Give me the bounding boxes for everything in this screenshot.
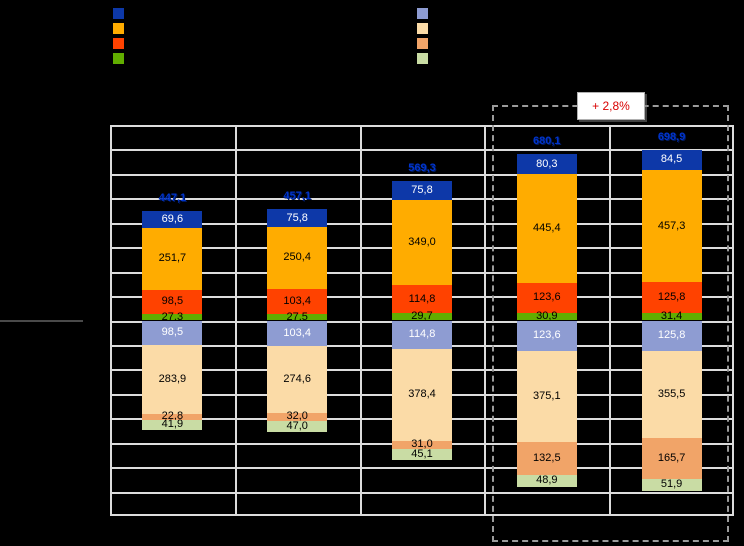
gridline-vertical — [110, 125, 112, 516]
bar-segment-peach: 378,4 — [392, 348, 452, 442]
bar-segment-dark-blue: 84,5 — [641, 149, 702, 171]
bar-segment-amber: 251,7 — [142, 228, 203, 290]
gridline-horizontal — [110, 514, 734, 516]
gridline-horizontal — [110, 125, 734, 127]
legend-swatch-periwinkle — [417, 8, 428, 19]
gridline-vertical — [359, 125, 362, 516]
bar-segment-light-green: 48,9 — [516, 475, 577, 487]
bar-total-label: 680,1 — [533, 135, 561, 148]
bar-segment-periwinkle: 125,8 — [641, 320, 702, 352]
plot-area: 447,1 69,6 251,7 98,5 27,3 98,5 283,9 22,8 41,9 4… — [110, 125, 734, 516]
bar-segment-green: 30,9 — [516, 311, 577, 321]
bar-segment-amber: 349,0 — [392, 199, 452, 286]
bar-segment-light-green: 51,9 — [641, 478, 702, 492]
bar-total-label: 447,1 — [158, 192, 187, 205]
bar-segment-amber: 445,4 — [516, 173, 577, 283]
bar-segment-salmon: 31,0 — [392, 439, 452, 449]
bar-segment-green: 29,7 — [392, 311, 452, 322]
bar-segment-green: 27,3 — [142, 311, 203, 322]
growth-annotation-box: + 2,8% — [577, 92, 645, 120]
legend-swatch-green — [113, 53, 124, 64]
bar-segment-periwinkle: 103,4 — [267, 320, 328, 346]
zero-axis-leader-line — [0, 320, 83, 322]
bar-segment-peach: 274,6 — [267, 345, 328, 413]
legend-swatch-dark-blue — [113, 8, 124, 19]
bar-segment-orange-red: 125,8 — [641, 282, 702, 313]
bar-segment-orange-red: 98,5 — [142, 289, 203, 314]
bar-segment-orange-red: 123,6 — [516, 282, 577, 313]
bar-segment-dark-blue: 75,8 — [267, 208, 328, 228]
legend-swatch-salmon — [417, 38, 428, 49]
bar-total-label: 457,1 — [283, 189, 311, 202]
bar-segment-light-green: 47,0 — [267, 420, 328, 433]
bar-segment-amber: 457,3 — [641, 170, 702, 283]
bar-segment-light-green: 41,9 — [142, 419, 203, 430]
bar-total-label: 569,3 — [408, 162, 436, 175]
legend-swatch-amber — [113, 23, 124, 34]
bar-segment-green: 31,4 — [641, 311, 702, 321]
bar-segment-salmon: 132,5 — [516, 442, 577, 475]
bar-segment-green: 27,5 — [267, 311, 328, 322]
legend-swatch-light-green — [417, 53, 428, 64]
bar-segment-orange-red: 114,8 — [392, 285, 452, 314]
bar-segment-peach: 355,5 — [641, 351, 702, 439]
bar-segment-orange-red: 103,4 — [267, 288, 328, 314]
bar-total-label: 698,9 — [657, 130, 686, 143]
bar-segment-periwinkle: 114,8 — [392, 320, 452, 349]
legend-swatch-peach — [417, 23, 428, 34]
bar-segment-peach: 375,1 — [516, 350, 577, 443]
bar-segment-light-green: 45,1 — [392, 448, 452, 460]
gridline-vertical — [234, 125, 237, 516]
bar-segment-salmon: 165,7 — [641, 438, 702, 479]
gridline-horizontal — [110, 173, 734, 176]
bar-segment-periwinkle: 123,6 — [516, 320, 577, 351]
gridline-horizontal — [110, 491, 734, 494]
gridline-horizontal — [110, 149, 734, 152]
growth-annotation-label: + 2,8% — [592, 99, 630, 113]
bar-segment-periwinkle: 98,5 — [142, 320, 203, 345]
bar-segment-dark-blue: 69,6 — [142, 211, 203, 229]
gridline-vertical — [609, 125, 612, 516]
bar-segment-salmon: 32,0 — [267, 411, 328, 422]
legend-swatch-orange-red — [113, 38, 124, 49]
bar-segment-salmon: 22,8 — [142, 411, 203, 421]
bar-segment-dark-blue: 75,8 — [392, 181, 452, 200]
bar-segment-amber: 250,4 — [267, 227, 328, 289]
highlight-dashed-box — [492, 105, 729, 542]
gridline-vertical — [484, 125, 487, 516]
gridline-vertical — [732, 125, 734, 516]
gridline-horizontal — [110, 467, 734, 470]
bar-segment-dark-blue: 80,3 — [516, 154, 577, 174]
bar-segment-peach: 283,9 — [142, 344, 203, 414]
